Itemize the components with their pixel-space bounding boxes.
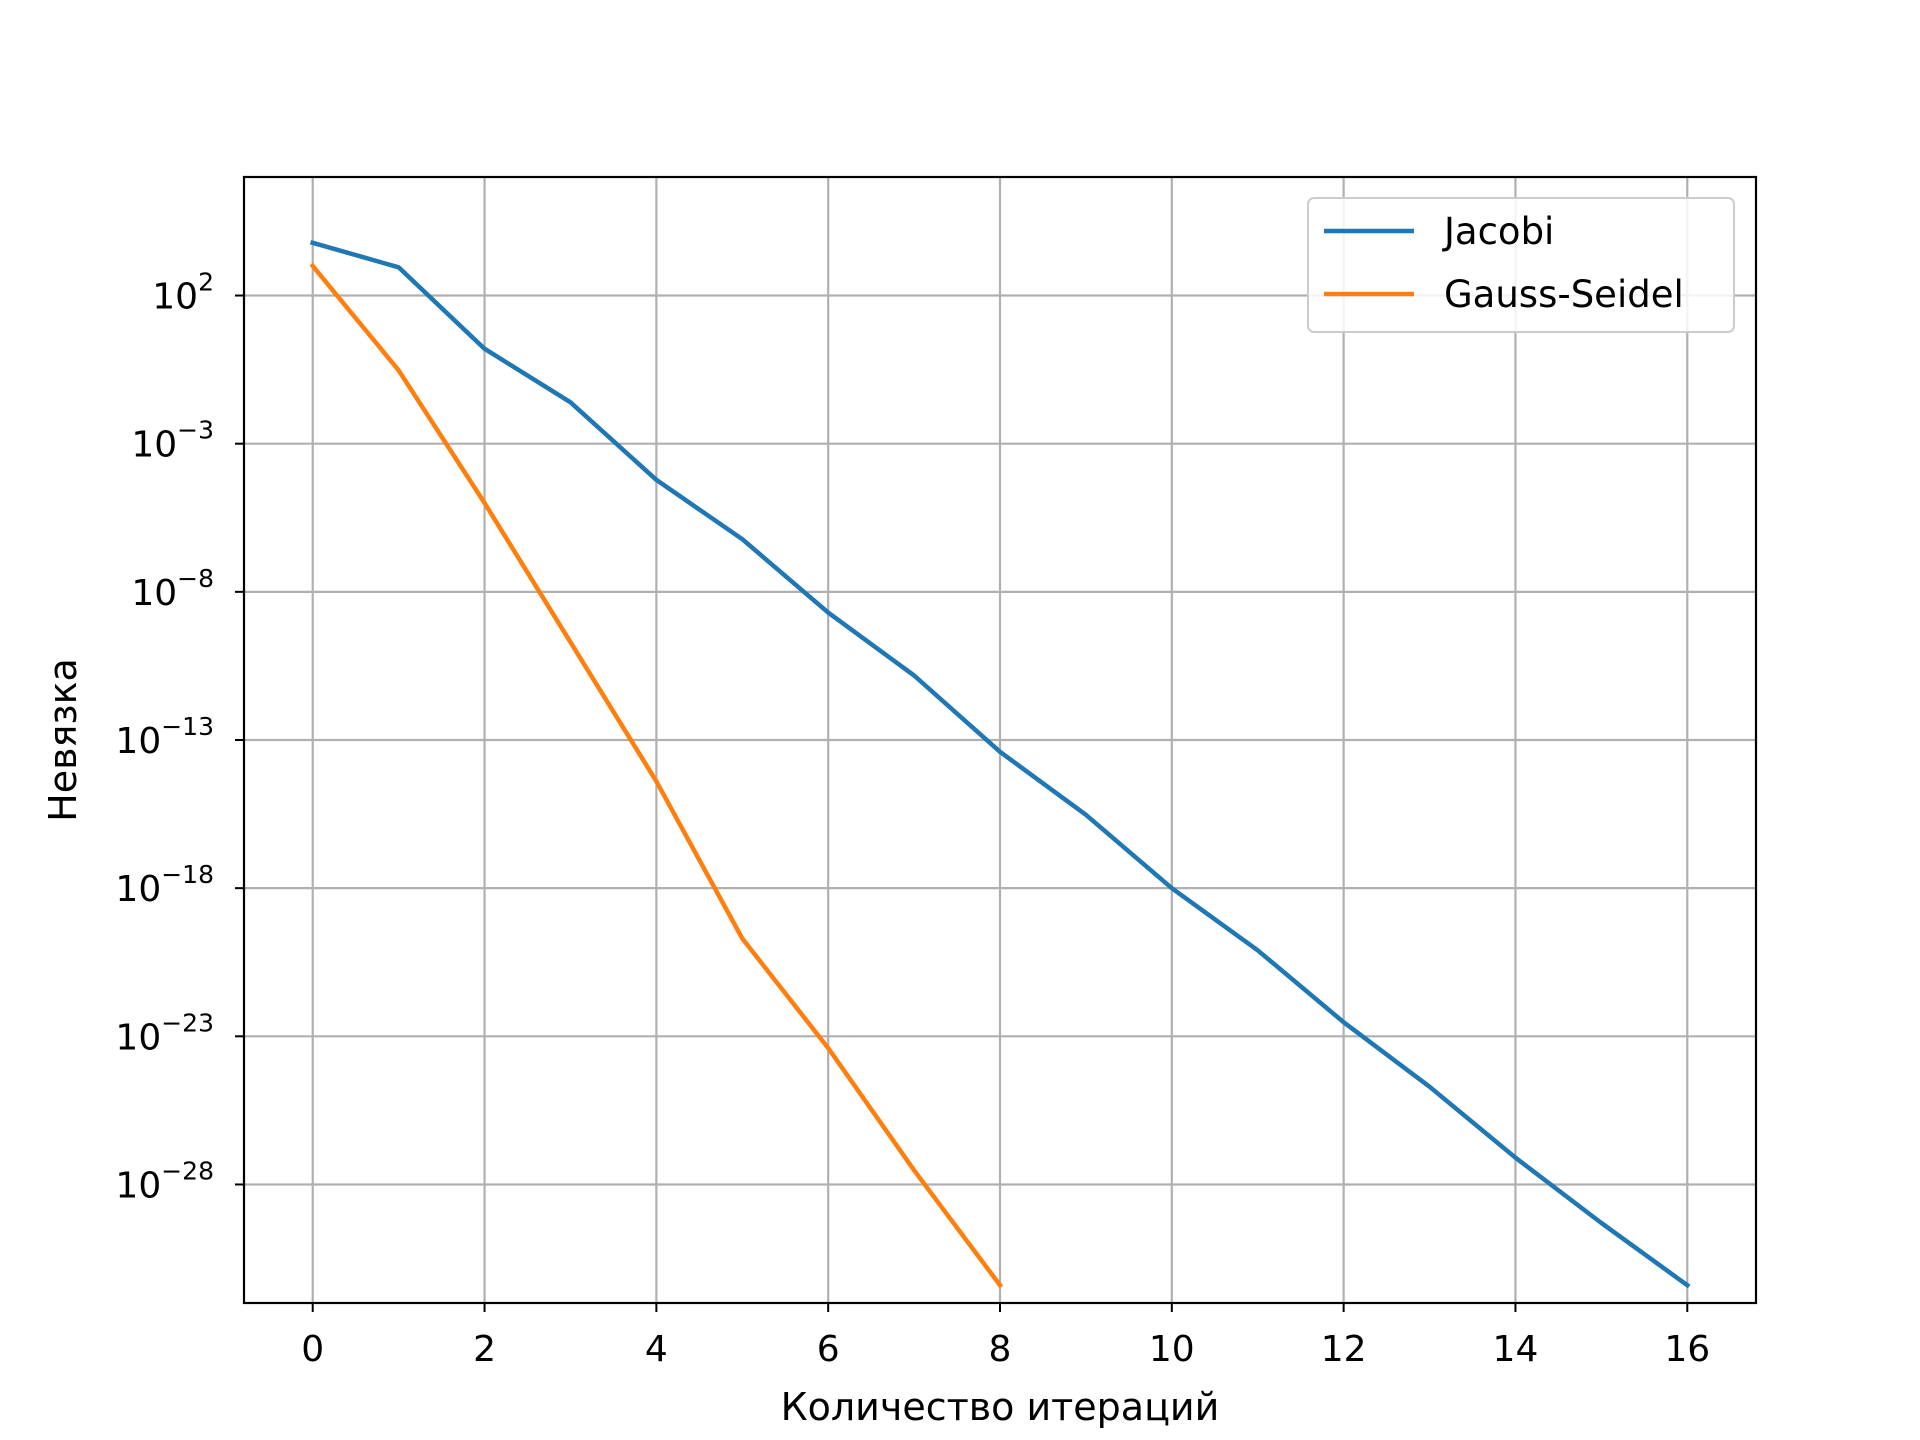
y-tick-label: 10−8 [131,564,214,614]
legend-label: Gauss-Seidel [1444,273,1684,316]
series-line-jacobi [309,240,1691,1289]
grid [244,177,1756,1303]
y-tick-label: 10−3 [131,416,214,466]
x-tick-label: 4 [645,1329,668,1370]
legend-box [1307,197,1735,333]
x-tick-label: 6 [817,1329,840,1370]
legend: Jacobi Gauss-Seidel [1307,197,1735,333]
x-tick-label: 14 [1493,1329,1539,1370]
y-tick-label: 102 [152,268,214,318]
ticks [235,294,1689,1312]
y-tick-label: 10−13 [115,712,214,762]
series-line-gauss-seidel [309,262,1004,1289]
y-tick-labels: 102 10−3 10−8 10−13 10−18 10−23 10−28 [115,268,214,1207]
y-axis-label: Невязка [41,658,85,822]
series-lines [309,240,1691,1289]
x-tick-label: 10 [1149,1329,1195,1370]
y-tick-label: 10−18 [115,860,214,910]
y-tick-label: 10−23 [115,1008,214,1058]
y-tick-label: 10−28 [115,1156,214,1206]
legend-label: Jacobi [1442,210,1554,253]
x-tick-label: 0 [301,1329,324,1370]
x-tick-labels: 0 2 4 6 8 10 12 14 16 [301,1329,1710,1370]
x-tick-label: 16 [1664,1329,1710,1370]
x-tick-label: 8 [989,1329,1012,1370]
x-tick-label: 12 [1321,1329,1367,1370]
x-axis-label: Количество итераций [781,1385,1220,1429]
x-tick-label: 2 [473,1329,496,1370]
